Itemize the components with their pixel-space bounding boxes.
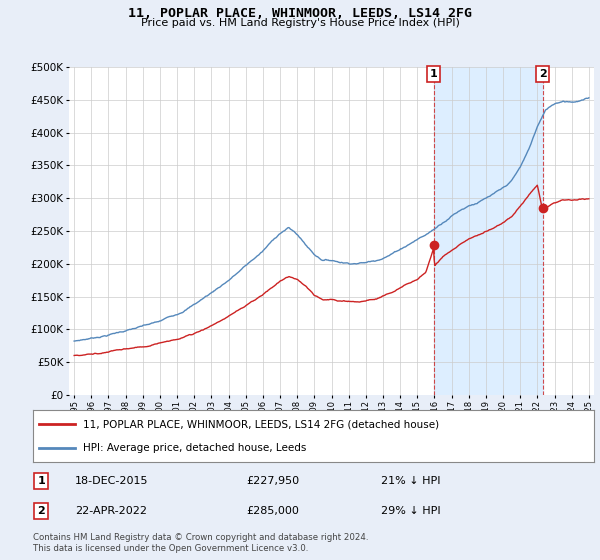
Text: 18-DEC-2015: 18-DEC-2015 (75, 476, 149, 486)
Text: 2: 2 (539, 69, 547, 79)
Text: 22-APR-2022: 22-APR-2022 (75, 506, 147, 516)
Text: 1: 1 (430, 69, 437, 79)
Text: 29% ↓ HPI: 29% ↓ HPI (381, 506, 440, 516)
Text: £285,000: £285,000 (246, 506, 299, 516)
Text: 2: 2 (38, 506, 45, 516)
Text: Contains HM Land Registry data © Crown copyright and database right 2024.
This d: Contains HM Land Registry data © Crown c… (33, 533, 368, 553)
Text: HPI: Average price, detached house, Leeds: HPI: Average price, detached house, Leed… (83, 443, 307, 453)
Text: 11, POPLAR PLACE, WHINMOOR, LEEDS, LS14 2FG: 11, POPLAR PLACE, WHINMOOR, LEEDS, LS14 … (128, 7, 472, 20)
Text: 11, POPLAR PLACE, WHINMOOR, LEEDS, LS14 2FG (detached house): 11, POPLAR PLACE, WHINMOOR, LEEDS, LS14 … (83, 419, 440, 430)
Text: £227,950: £227,950 (246, 476, 299, 486)
Text: Price paid vs. HM Land Registry's House Price Index (HPI): Price paid vs. HM Land Registry's House … (140, 18, 460, 28)
Bar (434, 67, 543, 395)
Text: 1: 1 (38, 476, 45, 486)
Text: 21% ↓ HPI: 21% ↓ HPI (381, 476, 440, 486)
